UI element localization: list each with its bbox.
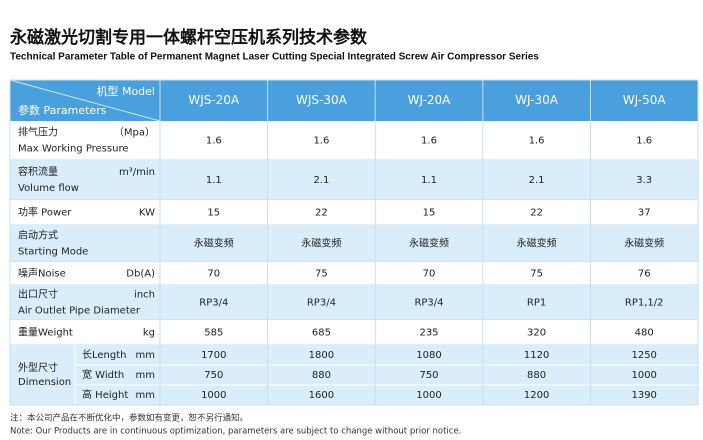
row-label: 外型尺寸 xyxy=(18,361,58,374)
cell-value: 235 xyxy=(419,328,438,339)
cell-value: 永磁变频 xyxy=(517,237,557,250)
cell-value: 1080 xyxy=(416,350,441,361)
row-label: Max Working Pressure xyxy=(18,144,129,155)
cell-value: 75 xyxy=(530,269,543,280)
cell-value: 2.1 xyxy=(313,175,329,186)
cell-value: 480 xyxy=(635,328,654,339)
unit: KW xyxy=(139,208,155,219)
subtitle: Technical Parameter Table of Permanent M… xyxy=(10,52,539,63)
cell-value: RP3/4 xyxy=(307,298,336,309)
cell-value: 22 xyxy=(530,208,543,219)
unit: （Mpa） xyxy=(114,127,155,139)
cell-value: 22 xyxy=(315,208,328,219)
cell-value: 永磁变频 xyxy=(301,237,341,250)
row-bg xyxy=(10,345,698,405)
model-name: WJ-50A xyxy=(623,93,667,107)
model-name: WJ-30A xyxy=(515,93,559,107)
header-bg xyxy=(10,80,698,121)
row-bg xyxy=(10,285,698,320)
cell-value: 320 xyxy=(527,328,546,339)
cell-value: 75 xyxy=(315,269,328,280)
cell-value: 585 xyxy=(204,328,223,339)
cell-value: 1700 xyxy=(201,350,226,361)
row-label: 排气压力 xyxy=(18,126,58,139)
row-label: 启动方式 xyxy=(18,229,58,242)
param-label: 参数 Parameters xyxy=(18,103,107,117)
row-label: 高 Height xyxy=(82,388,128,401)
cell-value: 1250 xyxy=(631,350,656,361)
cell-value: 70 xyxy=(423,269,436,280)
cell-value: 1120 xyxy=(524,350,549,361)
unit: m³/min xyxy=(119,167,155,178)
cell-value: 750 xyxy=(204,370,223,381)
cell-value: 1000 xyxy=(631,370,656,381)
row-bg xyxy=(10,160,698,200)
cell-value: 3.3 xyxy=(636,175,652,186)
row-label: Starting Mode xyxy=(18,247,88,258)
cell-value: 880 xyxy=(312,370,331,381)
row-label: 出口尺寸 xyxy=(18,288,58,301)
cell-value: RP3/4 xyxy=(414,298,443,309)
cell-value: 1.6 xyxy=(529,136,545,147)
unit: Db(A) xyxy=(126,269,155,280)
model-label: 机型 Model xyxy=(96,84,155,98)
row-label: Volume flow xyxy=(18,183,79,194)
cell-value: RP3/4 xyxy=(199,298,228,309)
table-border xyxy=(9,79,699,406)
cell-value: 1000 xyxy=(201,390,226,401)
row-bg xyxy=(10,262,698,285)
row-bg xyxy=(10,320,698,345)
note-cn: 注：本公司产品在不断优化中，参数如有变更，恕不另行通知。 xyxy=(10,413,248,424)
row-label: Air Outlet Pipe Diameter xyxy=(18,306,141,317)
row-label: 宽 Width xyxy=(82,368,124,381)
unit: inch xyxy=(134,290,155,301)
cell-value: 15 xyxy=(207,208,220,219)
cell-value: RP1,1/2 xyxy=(625,298,664,309)
row-bg xyxy=(10,200,698,225)
row-label: 重量Weight xyxy=(18,326,73,339)
cell-value: 1.1 xyxy=(206,175,222,186)
cell-value: 永磁变频 xyxy=(409,237,449,250)
unit: mm xyxy=(136,390,155,401)
cell-value: 1.6 xyxy=(636,136,652,147)
cell-value: 1800 xyxy=(309,350,334,361)
cell-value: 1200 xyxy=(524,390,549,401)
model-name: WJS-20A xyxy=(188,93,240,107)
cell-value: 685 xyxy=(312,328,331,339)
diagonal xyxy=(9,79,161,122)
unit: mm xyxy=(136,350,155,361)
model-name: WJS-30A xyxy=(296,93,348,107)
row-label: Dimension xyxy=(18,377,71,388)
cell-value: 1600 xyxy=(309,390,334,401)
cell-value: 永磁变频 xyxy=(624,237,664,250)
cell-value: 永磁变频 xyxy=(194,237,234,250)
row-bg xyxy=(10,225,698,262)
row-label: 容积流量 xyxy=(18,165,58,178)
cell-value: 1390 xyxy=(631,390,656,401)
row-label: 长Length xyxy=(82,349,127,361)
cell-value: 2.1 xyxy=(529,175,545,186)
cell-value: 15 xyxy=(423,208,436,219)
cell-value: 37 xyxy=(638,208,651,219)
cell-value: 1.6 xyxy=(421,136,437,147)
cell-value: 880 xyxy=(527,370,546,381)
cell-value: 750 xyxy=(419,370,438,381)
row-label: 功率 Power xyxy=(18,206,72,219)
cell-value: 1000 xyxy=(416,390,441,401)
cell-value: 1.6 xyxy=(206,136,222,147)
cell-value: 1.6 xyxy=(313,136,329,147)
unit: mm xyxy=(136,370,155,381)
title: 永磁激光切割专用一体螺杆空压机系列技术参数 xyxy=(9,27,368,48)
cell-value: 76 xyxy=(638,269,651,280)
model-name: WJ-20A xyxy=(408,93,452,107)
cell-value: 70 xyxy=(207,269,220,280)
cell-value: RP1 xyxy=(527,298,546,309)
note-en: Note: Our Products are in continuous opt… xyxy=(10,427,461,437)
cell-value: 1.1 xyxy=(421,175,437,186)
row-bg xyxy=(10,121,698,160)
unit: kg xyxy=(143,328,155,339)
row-label: 噪声Noise xyxy=(18,267,66,280)
